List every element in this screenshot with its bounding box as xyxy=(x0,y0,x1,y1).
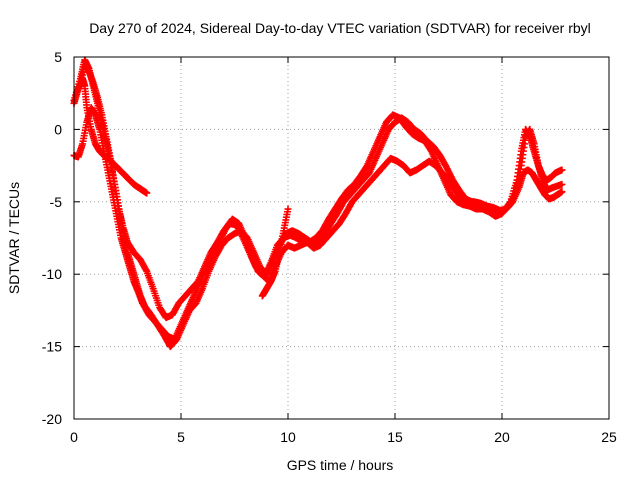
y-tick-label: -10 xyxy=(42,266,62,282)
data-point xyxy=(284,205,292,213)
data-point xyxy=(510,192,518,200)
x-tick-label: 0 xyxy=(70,429,78,445)
series-4 xyxy=(70,104,566,343)
data-series xyxy=(70,56,566,351)
x-tick-label: 5 xyxy=(177,429,185,445)
data-point xyxy=(558,180,566,188)
x-tick-label: 15 xyxy=(387,429,403,445)
y-tick-label: -20 xyxy=(42,411,62,427)
chart-title: Day 270 of 2024, Sidereal Day-to-day VTE… xyxy=(89,20,591,36)
data-point xyxy=(558,188,566,196)
grid xyxy=(74,57,609,419)
data-point xyxy=(513,180,521,188)
data-point xyxy=(512,183,520,191)
y-tick-label: -15 xyxy=(42,339,62,355)
x-tick-label: 25 xyxy=(601,429,617,445)
y-tick-label: 5 xyxy=(54,49,62,65)
data-point xyxy=(511,191,519,199)
data-point xyxy=(516,165,524,173)
x-tick-label: 10 xyxy=(280,429,296,445)
x-tick-label: 20 xyxy=(494,429,510,445)
data-point xyxy=(142,266,150,274)
y-tick-label: -5 xyxy=(50,194,63,210)
data-point xyxy=(558,166,566,174)
data-point xyxy=(516,169,524,177)
data-point xyxy=(512,187,520,195)
y-axis-label: SDTVAR / TECUs xyxy=(6,182,22,294)
x-axis-label: GPS time / hours xyxy=(287,457,394,473)
series-5 xyxy=(258,205,292,300)
data-point xyxy=(143,189,151,197)
plot-frame xyxy=(73,56,610,420)
data-point xyxy=(514,176,522,184)
y-tick-label: 0 xyxy=(54,121,62,137)
axes: 0 5 10 15 20 25 5 0 -5 -10 -15 -20 xyxy=(42,49,617,445)
data-point xyxy=(515,172,523,180)
